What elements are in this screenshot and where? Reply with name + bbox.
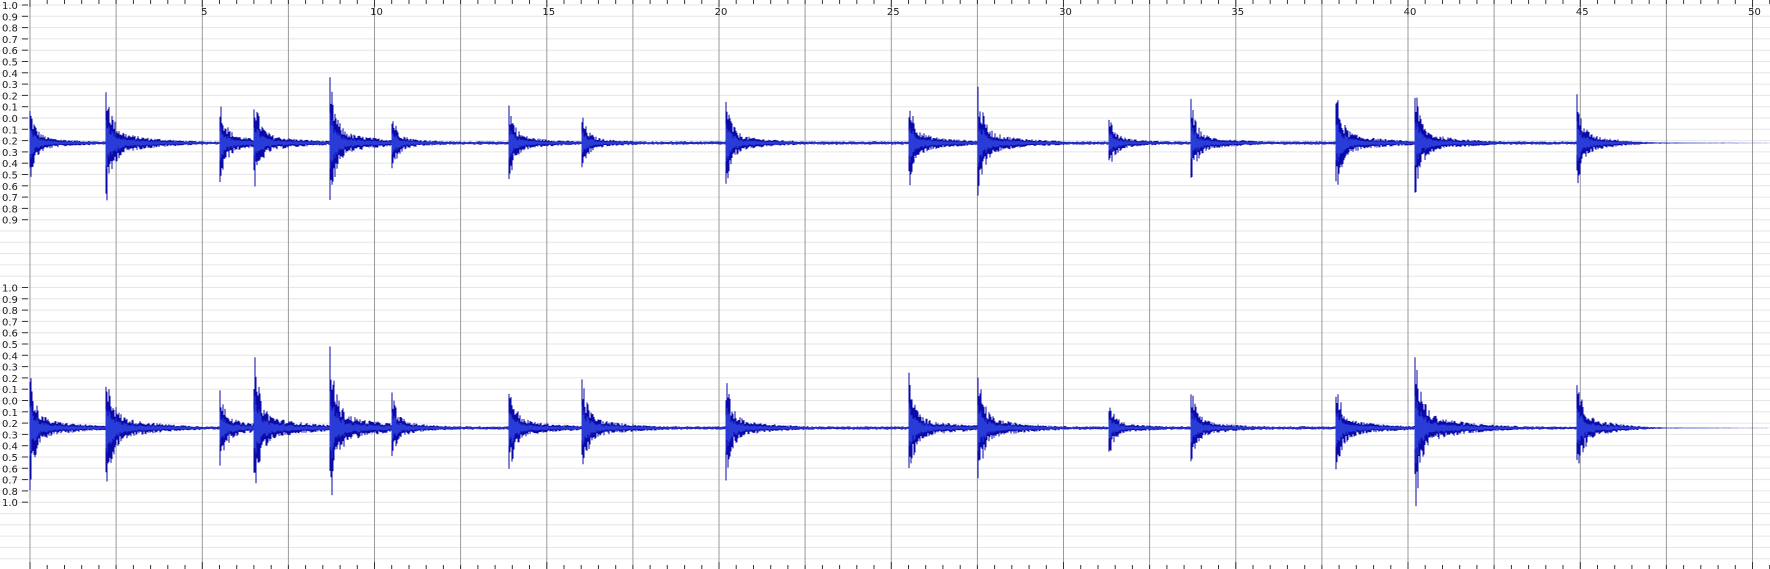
amplitude-label: 0.2: [2, 419, 18, 430]
time-label: 5: [201, 7, 207, 18]
amplitude-label: 0.7: [2, 317, 18, 328]
channel-1-rms: [29, 113, 1756, 169]
time-label: 20: [715, 7, 728, 18]
amplitude-label: 0.3: [2, 148, 18, 159]
time-label: 30: [1059, 7, 1072, 18]
amplitude-label: 0.9: [2, 12, 18, 23]
amplitude-label: 0.9: [2, 216, 18, 227]
amplitude-label: 0.2: [2, 137, 18, 148]
amplitude-label: 0.2: [2, 91, 18, 102]
amplitude-label: 0.1: [2, 103, 18, 114]
amplitude-label: 0.1: [2, 125, 18, 136]
time-label: 15: [542, 7, 555, 18]
time-label: 10: [370, 7, 383, 18]
waveform-layer[interactable]: [29, 77, 1770, 507]
amplitude-label: 1.0: [2, 498, 18, 509]
channel-2-rms: [29, 391, 1753, 464]
amplitude-label: 0.0: [2, 114, 18, 125]
amplitude-label: 0.5: [2, 171, 18, 182]
channel-1-waveform[interactable]: [29, 77, 1770, 201]
amplitude-label: 0.9: [2, 295, 18, 306]
time-ruler[interactable]: 5 10 15 20 25 30 35 40 45 50: [29, 0, 1770, 569]
amplitude-label: 0.8: [2, 204, 18, 215]
amplitude-label: 0.8: [2, 487, 18, 498]
time-label: 50: [1748, 7, 1761, 18]
amplitude-label: 1.0: [2, 284, 18, 295]
amplitude-label: 0.2: [2, 374, 18, 385]
amplitude-label: 0.7: [2, 35, 18, 46]
amplitude-label: 0.4: [2, 351, 18, 362]
amplitude-label: 0.6: [2, 182, 18, 193]
amplitude-label: 0.0: [2, 397, 18, 408]
amplitude-label: 0.8: [2, 306, 18, 317]
amplitude-label: 0.5: [2, 58, 18, 69]
amplitude-label: 0.4: [2, 442, 18, 453]
amplitude-label: 0.6: [2, 464, 18, 475]
amplitude-label: 0.4: [2, 69, 18, 80]
amplitude-label: 0.7: [2, 476, 18, 487]
amplitude-scale: 1.00.90.80.70.60.50.40.30.20.10.00.10.20…: [2, 1, 28, 509]
amplitude-label: 0.5: [2, 340, 18, 351]
amplitude-label: 0.6: [2, 46, 18, 57]
amplitude-label: 0.1: [2, 385, 18, 396]
time-label: 40: [1404, 7, 1417, 18]
amplitude-label: 0.4: [2, 159, 18, 170]
amplitude-label: 1.0: [2, 1, 18, 12]
time-label: 25: [887, 7, 900, 18]
channel-2-waveform[interactable]: [29, 346, 1770, 507]
amplitude-label: 0.1: [2, 408, 18, 419]
amplitude-label: 0.6: [2, 329, 18, 340]
amplitude-label: 0.7: [2, 193, 18, 204]
amplitude-label: 0.3: [2, 80, 18, 91]
amplitude-label: 0.5: [2, 453, 18, 464]
amplitude-label: 0.3: [2, 363, 18, 374]
time-label: 35: [1231, 7, 1244, 18]
time-label: 45: [1576, 7, 1589, 18]
amplitude-label: 0.3: [2, 430, 18, 441]
amplitude-label: 0.8: [2, 24, 18, 35]
